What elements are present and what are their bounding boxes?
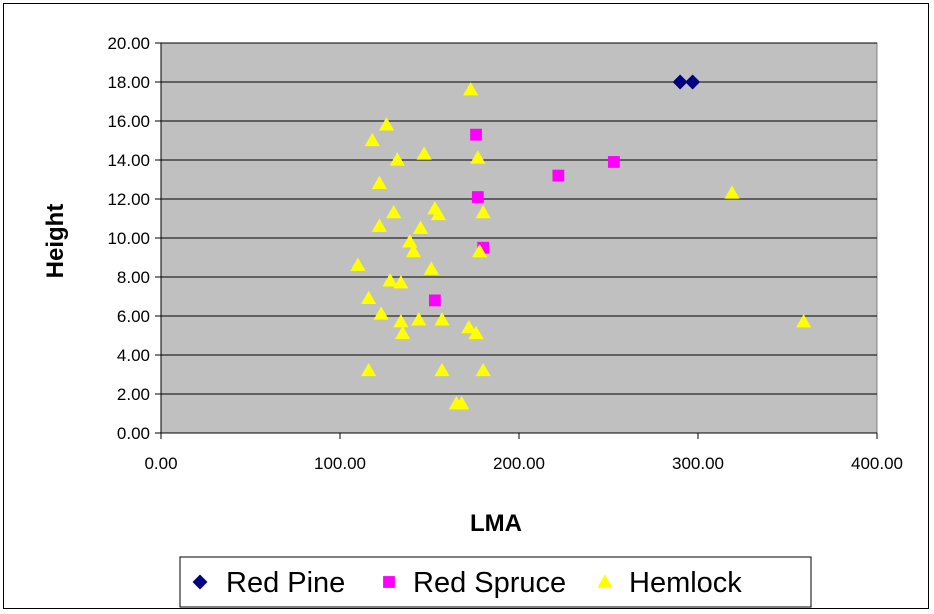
data-point bbox=[395, 325, 411, 340]
data-point bbox=[672, 74, 688, 90]
data-point bbox=[475, 362, 491, 377]
data-point bbox=[470, 128, 482, 141]
series-red-pine bbox=[672, 74, 701, 90]
data-point bbox=[386, 204, 402, 219]
data-point bbox=[434, 312, 450, 326]
data-point bbox=[724, 185, 740, 199]
data-point bbox=[364, 132, 380, 147]
y-tick-label: 10.00 bbox=[107, 229, 150, 248]
data-point bbox=[371, 175, 387, 189]
data-point bbox=[470, 150, 486, 164]
data-point bbox=[382, 273, 398, 287]
data-point bbox=[361, 290, 377, 305]
data-point bbox=[434, 362, 450, 377]
y-axis-title: Height bbox=[42, 204, 69, 279]
data-point bbox=[373, 306, 389, 320]
data-point bbox=[402, 234, 418, 248]
data-point bbox=[461, 319, 477, 334]
legend-label: Red Spruce bbox=[413, 567, 566, 599]
x-tick-label: 0.00 bbox=[144, 454, 177, 473]
data-point bbox=[393, 275, 409, 289]
y-tick-label: 4.00 bbox=[117, 346, 150, 365]
data-point bbox=[468, 325, 484, 340]
data-point bbox=[454, 395, 470, 410]
legend-label: Hemlock bbox=[629, 567, 742, 599]
y-tick-label: 20.00 bbox=[107, 34, 150, 53]
x-tick-label: 400.00 bbox=[851, 454, 903, 473]
data-point bbox=[471, 191, 484, 203]
y-tick-label: 6.00 bbox=[117, 307, 150, 326]
data-point bbox=[361, 362, 377, 377]
x-axis-title: LMA bbox=[470, 510, 522, 537]
data-point bbox=[607, 156, 620, 168]
x-tick-label: 100.00 bbox=[314, 454, 366, 473]
x-tick-label: 200.00 bbox=[493, 454, 545, 473]
legend-box bbox=[179, 556, 812, 608]
data-point bbox=[475, 204, 491, 219]
chart-frame: 0.00 2.00 4.00 6.00 8.00 10.00 12.00 14.00 16.00… bbox=[3, 3, 929, 609]
series-hemlock bbox=[350, 82, 812, 410]
data-point bbox=[389, 152, 405, 166]
y-tick-label: 12.00 bbox=[107, 190, 150, 209]
data-point bbox=[416, 146, 432, 160]
legend-label: Red Pine bbox=[226, 567, 345, 599]
legend-marker bbox=[192, 574, 208, 590]
data-point bbox=[412, 220, 429, 234]
y-tick-label: 0.00 bbox=[117, 424, 150, 443]
scatter-chart: 0.00 2.00 4.00 6.00 8.00 10.00 12.00 14.00 16.00… bbox=[42, 34, 903, 608]
data-point bbox=[428, 294, 441, 307]
data-point bbox=[405, 243, 422, 258]
data-point bbox=[552, 169, 565, 182]
data-point bbox=[430, 206, 447, 221]
y-tick-label: 18.00 bbox=[107, 73, 150, 92]
data-point bbox=[378, 117, 395, 131]
y-tick-label: 14.00 bbox=[107, 151, 150, 170]
x-tick-label: 300.00 bbox=[672, 454, 724, 473]
data-point bbox=[795, 314, 812, 328]
data-point bbox=[393, 314, 409, 328]
legend-marker bbox=[383, 576, 395, 588]
data-point bbox=[371, 218, 387, 232]
data-point bbox=[411, 312, 427, 326]
y-tick-label: 16.00 bbox=[107, 112, 150, 131]
y-tick-label: 8.00 bbox=[117, 268, 150, 287]
legend-marker bbox=[597, 574, 613, 588]
legend: Red Pine Red Spruce Hemlock bbox=[179, 556, 812, 608]
data-point bbox=[685, 74, 701, 90]
data-point bbox=[463, 82, 479, 96]
data-point bbox=[423, 261, 439, 275]
y-tick-label: 2.00 bbox=[117, 385, 150, 404]
data-point bbox=[472, 243, 488, 258]
data-point bbox=[350, 257, 366, 271]
